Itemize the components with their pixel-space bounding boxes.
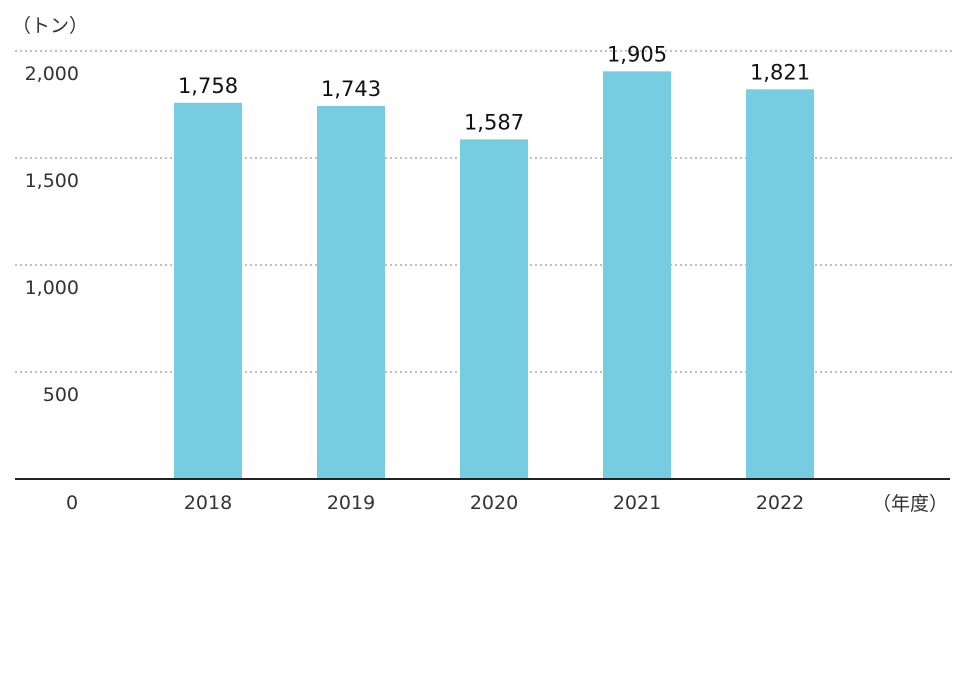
y-tick-label: 1,500	[25, 170, 79, 192]
bar-2022	[746, 89, 814, 479]
y-tick-label: 500	[43, 384, 79, 406]
x-tick-label: 2021	[613, 492, 661, 514]
bar-2018	[174, 102, 242, 480]
bar-2021	[603, 71, 671, 479]
bar-2019	[317, 105, 385, 480]
y-tick-label: 0	[66, 492, 78, 514]
data-label-2020: 1,587	[464, 110, 524, 134]
y-tick-label: 2,000	[25, 63, 79, 85]
bars	[174, 71, 814, 480]
y-axis-ticks: 0 500 1,000 1,500 2,000	[25, 63, 79, 514]
x-axis-unit-label: （年度）	[872, 493, 948, 515]
bar-2020	[460, 139, 528, 479]
x-tick-label: 2019	[327, 492, 375, 514]
x-tick-label: 2018	[184, 492, 232, 514]
y-axis-unit-label: （トン）	[12, 15, 88, 37]
data-label-2021: 1,905	[607, 42, 667, 66]
x-tick-label: 2020	[470, 492, 518, 514]
x-tick-label: 2022	[756, 492, 804, 514]
data-labels: 1,758 1,743 1,587 1,905 1,821	[178, 42, 810, 134]
x-axis-ticks: 2018 2019 2020 2021 2022	[184, 492, 804, 514]
data-label-2019: 1,743	[321, 77, 381, 101]
data-label-2022: 1,821	[750, 60, 810, 84]
y-tick-label: 1,000	[25, 277, 79, 299]
data-label-2018: 1,758	[178, 74, 238, 98]
